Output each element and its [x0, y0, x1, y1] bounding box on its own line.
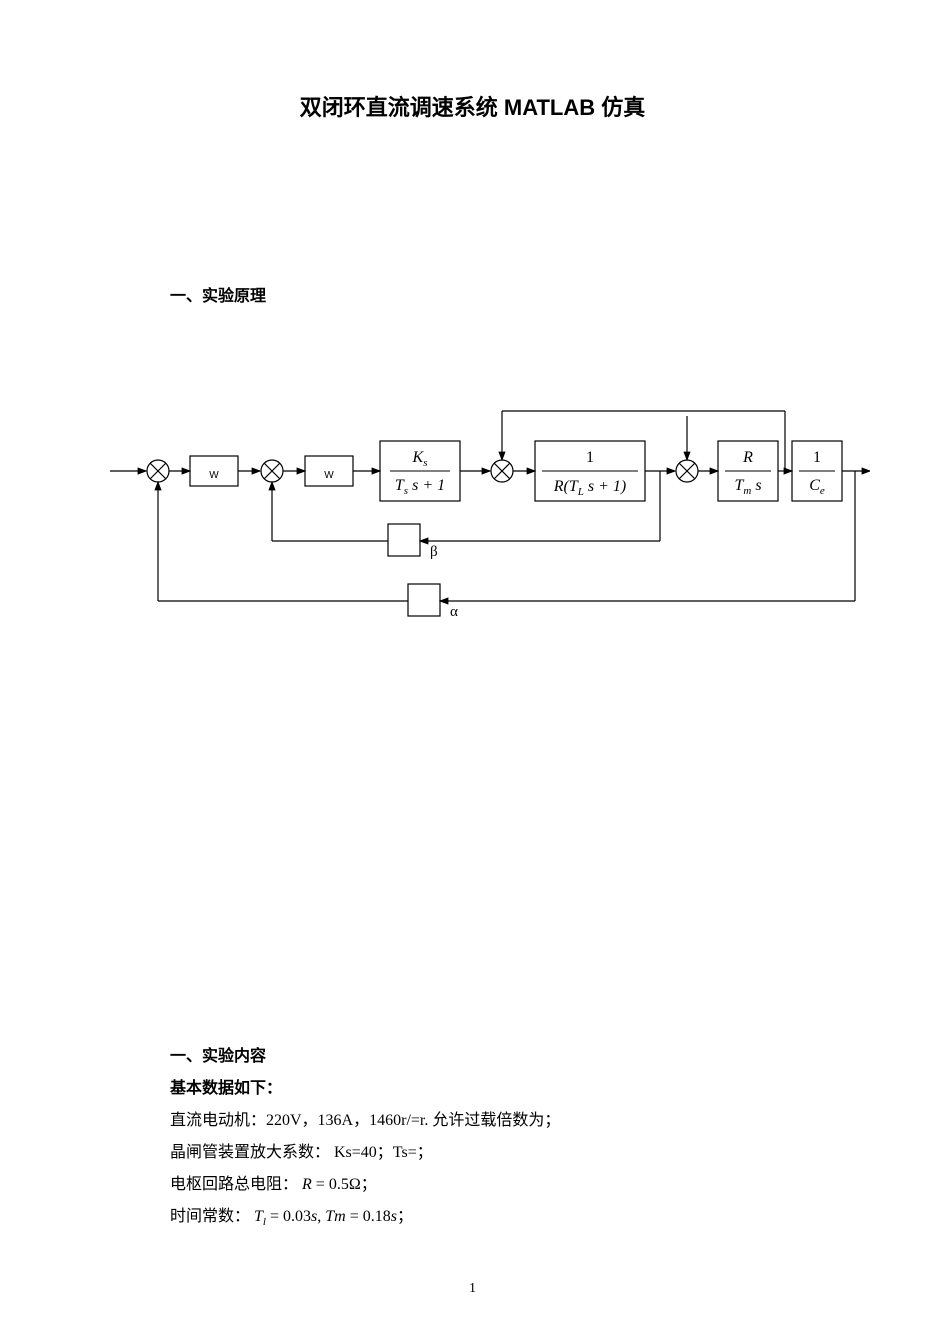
line-time-const: 时间常数： Tl = 0.03s, Tm = 0.18s；: [170, 1201, 835, 1233]
page-number: 1: [0, 1281, 945, 1297]
t-eq1: = 0.03s, Tm = 0.18s: [266, 1208, 397, 1225]
r-suffix: ；: [361, 1176, 377, 1193]
section-heading-1: 一、实验原理: [170, 282, 835, 306]
asr-label: W: [209, 470, 219, 481]
t-prefix: 时间常数：: [170, 1208, 254, 1225]
ce-den: Ce: [809, 477, 825, 497]
ks-den: Ts s + 1: [395, 477, 445, 497]
ce-num: 1: [813, 449, 821, 466]
r-math: R: [302, 1176, 312, 1193]
content-block: 一、实验内容 基本数据如下： 直流电动机：220V，136A，1460r/=r.…: [170, 1041, 835, 1233]
line-motor: 直流电动机：220V，136A，1460r/=r. 允许过载倍数为；: [170, 1105, 835, 1137]
rl-num: 1: [586, 449, 594, 466]
r-eq: = 0.5Ω: [312, 1176, 361, 1193]
tm-den: Tm s: [734, 477, 761, 497]
alpha-label: α: [450, 604, 458, 620]
ks-num: Ks: [412, 449, 428, 469]
r-prefix: 电枢回路总电阻：: [170, 1176, 302, 1193]
t-math: Tl: [254, 1208, 266, 1225]
block-diagram: W W Ks Ts s + 1: [90, 356, 870, 646]
beta-label: β: [430, 544, 438, 560]
section2-sub: 基本数据如下：: [170, 1073, 835, 1105]
page-title: 双闭环直流调速系统 MATLAB 仿真: [110, 90, 835, 122]
rl-den: R(TL s + 1): [553, 478, 627, 498]
t-suffix: ；: [397, 1208, 413, 1225]
section-heading-2: 一、实验内容: [170, 1041, 835, 1073]
page-container: 双闭环直流调速系统 MATLAB 仿真 一、实验原理 W: [0, 0, 945, 1337]
acr-label: W: [324, 470, 334, 481]
line-thyristor: 晶闸管装置放大系数： Ks=40；Ts=；: [170, 1137, 835, 1169]
line-resistance: 电枢回路总电阻： R = 0.5Ω；: [170, 1169, 835, 1201]
tm-num: R: [742, 449, 753, 466]
